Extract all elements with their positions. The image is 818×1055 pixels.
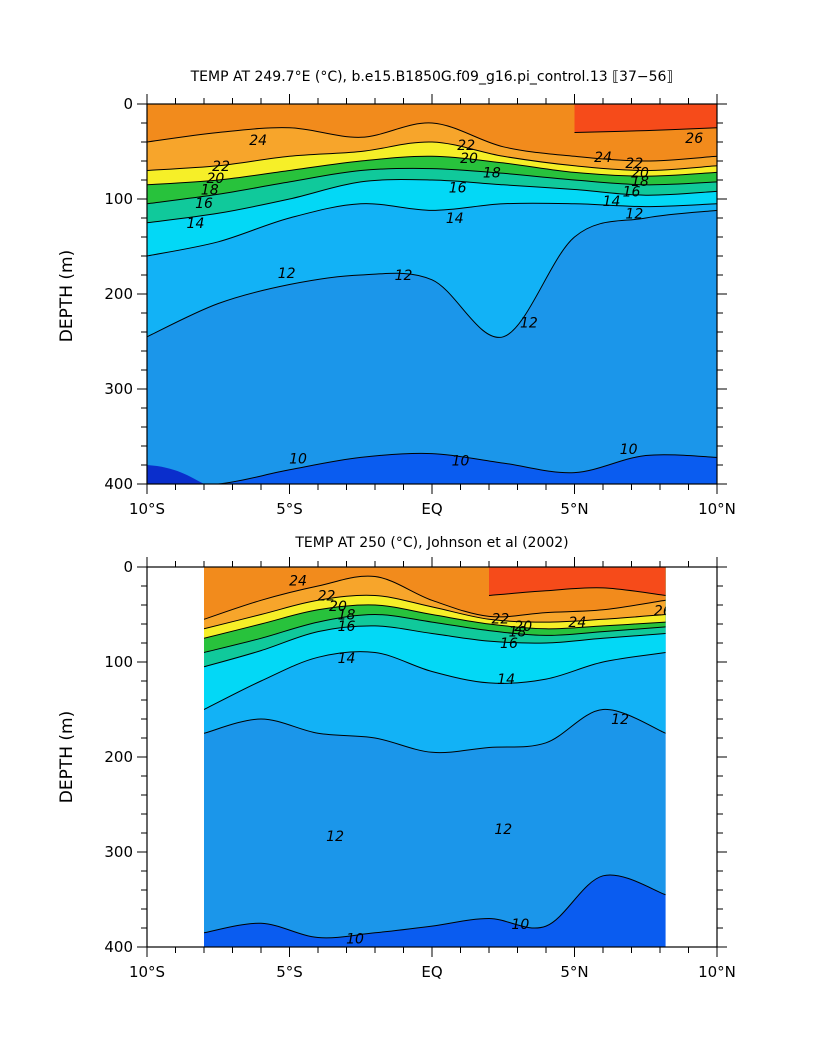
contour-label: 14 (446, 211, 464, 227)
contour-label: 16 (338, 619, 356, 635)
contour-label: 10 (452, 453, 470, 469)
contour-label: 20 (631, 165, 649, 181)
y-tick-label: 100 (104, 653, 133, 671)
contour-label: 24 (568, 615, 586, 631)
band-above-26 (574, 104, 717, 133)
contour-label: 26 (654, 604, 672, 620)
x-tick-label: 5°S (276, 500, 303, 518)
contour-label: 10 (511, 917, 529, 933)
isotherm-14 (204, 651, 666, 710)
lower-panel-title: TEMP AT 250 (°C), Johnson et al (2002) (294, 535, 568, 551)
upper-panel-model-section: TEMP AT 249.7°E (°C), b.e15.B1850G.f09_g… (57, 69, 736, 518)
contour-label: 18 (631, 174, 649, 190)
contour-label: 16 (623, 184, 641, 200)
lower-panel-ylabel: DEPTH (m) (57, 711, 77, 803)
contour-label: 10 (346, 931, 364, 947)
x-tick-label: EQ (421, 500, 442, 518)
contour-label: 12 (326, 829, 344, 845)
contour-label: 10 (289, 451, 307, 467)
band-above-26 (489, 567, 666, 596)
contour-label: 20 (460, 151, 478, 167)
contour-label: 12 (395, 268, 413, 284)
x-tick-label: 10°S (129, 500, 165, 518)
contour-label: 22 (491, 611, 509, 627)
y-tick-label: 200 (104, 285, 133, 303)
x-tick-label: 10°S (129, 963, 165, 981)
x-tick-label: EQ (421, 963, 442, 981)
contour-label: 14 (603, 194, 621, 210)
isotherm-26 (574, 127, 717, 133)
contour-label: 12 (625, 206, 643, 222)
y-tick-label: 300 (104, 843, 133, 861)
isotherm-22 (204, 594, 666, 630)
contour-label: 18 (201, 183, 219, 199)
lower-panel-observation-section: TEMP AT 250 (°C), Johnson et al (2002) D… (57, 535, 736, 981)
x-tick-label: 5°N (560, 500, 588, 518)
contour-label: 22 (318, 589, 336, 605)
y-tick-label: 300 (104, 380, 133, 398)
y-tick-label: 200 (104, 748, 133, 766)
isotherm-18 (147, 167, 717, 205)
y-tick-label: 100 (104, 190, 133, 208)
contour-label: 22 (212, 159, 230, 175)
contour-label: 14 (338, 651, 356, 667)
isotherm-26 (488, 587, 666, 596)
x-tick-label: 5°N (560, 963, 588, 981)
contour-label: 16 (500, 636, 518, 652)
isotherm-16 (204, 625, 666, 668)
contour-label: 24 (289, 573, 307, 589)
y-tick-label: 400 (104, 938, 133, 956)
x-tick-label: 10°N (698, 500, 736, 518)
y-tick-label: 0 (123, 558, 133, 576)
contour-label: 14 (497, 672, 515, 688)
contour-label: 12 (520, 316, 538, 332)
contour-label: 12 (611, 712, 629, 728)
contour-label: 16 (195, 196, 213, 212)
isotherm-24 (147, 122, 717, 162)
isotherm-20 (147, 155, 717, 186)
contour-label: 14 (187, 216, 205, 232)
isotherm-12 (204, 708, 666, 754)
x-tick-label: 5°S (276, 963, 303, 981)
contour-label: 24 (249, 133, 267, 149)
y-tick-label: 0 (123, 95, 133, 113)
contour-label: 18 (509, 625, 527, 641)
contour-label: 12 (278, 266, 296, 282)
isotherm-14 (147, 202, 717, 257)
contour-label: 12 (494, 822, 512, 838)
isotherm-10 (204, 874, 666, 939)
contour-label: 20 (514, 619, 532, 635)
contour-label: 24 (594, 150, 612, 166)
isotherm-20 (204, 604, 666, 639)
upper-panel-title: TEMP AT 249.7°E (°C), b.e15.B1850G.f09_g… (190, 69, 674, 85)
x-tick-label: 10°N (698, 963, 736, 981)
contour-label: 16 (449, 181, 467, 197)
isotherm-16 (147, 179, 717, 224)
band-deep-cold (147, 465, 204, 484)
contour-label: 26 (685, 131, 703, 147)
contour-label: 18 (338, 608, 356, 624)
isotherm-10 (147, 452, 717, 484)
contour-label: 20 (206, 171, 224, 187)
contour-label: 18 (483, 165, 501, 181)
contour-label: 10 (620, 442, 638, 458)
contour-label: 22 (457, 138, 475, 154)
y-tick-label: 400 (104, 475, 133, 493)
contour-label: 22 (625, 156, 643, 172)
isotherm-18 (204, 613, 666, 653)
upper-panel-ylabel: DEPTH (m) (57, 250, 77, 342)
isotherm-12 (147, 209, 717, 338)
isotherm-24 (204, 575, 666, 620)
contour-label: 20 (329, 599, 347, 615)
isotherm-22 (147, 141, 717, 172)
